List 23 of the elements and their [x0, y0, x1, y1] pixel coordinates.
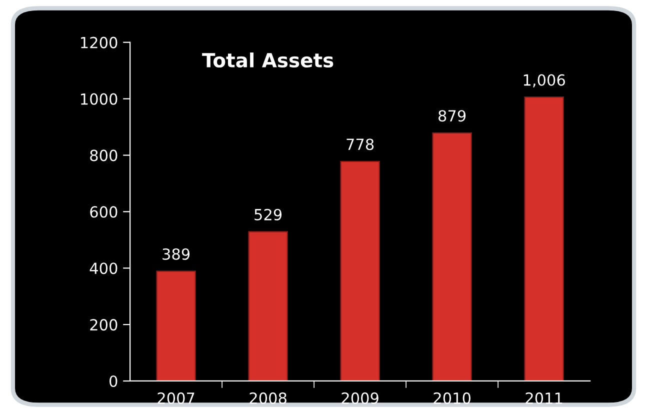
bar [432, 132, 472, 381]
bar [156, 270, 196, 381]
x-tick-label: 2008 [250, 392, 286, 404]
bar [248, 231, 288, 381]
y-tick-label: 200 [90, 319, 118, 331]
data-label: 389 [162, 248, 190, 260]
x-tick-label: 2009 [342, 392, 378, 404]
data-label: 529 [254, 208, 282, 220]
data-label: 1,006 [524, 74, 565, 88]
y-tick-label: 800 [90, 150, 118, 162]
y-tick-label: 0 [110, 375, 118, 388]
y-tick-label: 600 [90, 206, 118, 218]
bar [340, 160, 380, 381]
y-tick-label: 1000 [81, 93, 118, 105]
x-tick-label: 2011 [526, 392, 562, 404]
x-tick-label: 2010 [434, 392, 470, 404]
y-tick-label: 400 [90, 262, 118, 274]
y-tick-label: 1200 [81, 36, 118, 48]
chart-title: Total Assets [202, 52, 334, 68]
x-tick-label: 2007 [158, 392, 194, 404]
data-label: 879 [438, 110, 466, 122]
bar [524, 96, 564, 381]
data-label: 778 [346, 138, 374, 150]
